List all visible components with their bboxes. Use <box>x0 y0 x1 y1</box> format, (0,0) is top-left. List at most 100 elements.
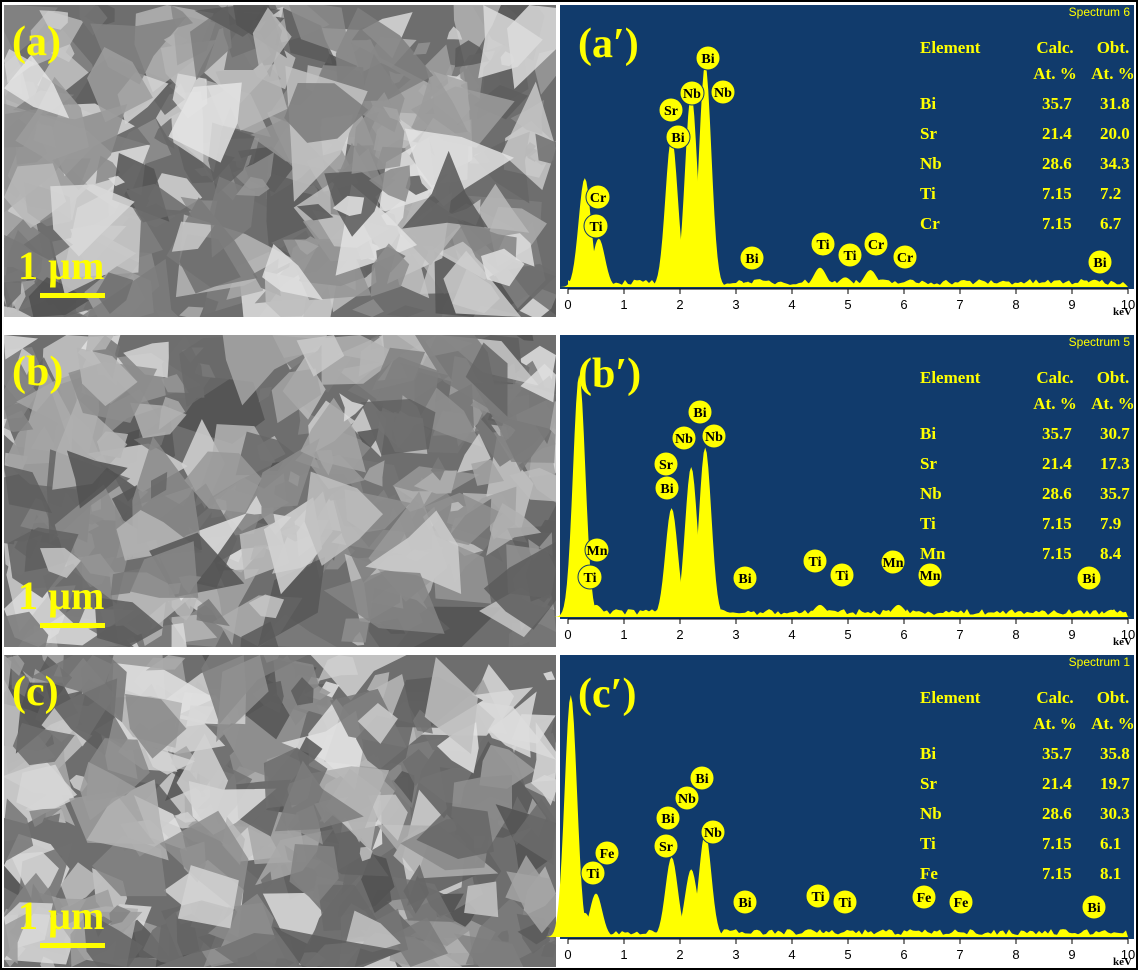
x-tick-label: 9 <box>1068 297 1075 312</box>
scale-bar <box>40 623 105 628</box>
sem-grain <box>176 733 229 831</box>
sem-grain <box>481 248 525 287</box>
spectrum-peak <box>873 604 924 617</box>
eds-background <box>560 655 1134 967</box>
sem-grain <box>177 865 239 929</box>
table-subheader: At. % <box>1091 394 1134 413</box>
table-subheader: At. % <box>1033 64 1076 83</box>
sem-grain <box>365 510 462 594</box>
spectrum-peak <box>680 64 730 287</box>
table-cell: 30.7 <box>1100 424 1130 443</box>
table-cell: 20.0 <box>1100 124 1130 143</box>
x-tick-label: 7 <box>956 947 963 962</box>
sem-grain <box>357 703 398 744</box>
sem-grain <box>4 54 70 119</box>
peak-label-badge <box>917 562 943 588</box>
panel-label: (b′) <box>578 351 641 397</box>
table-cell: 35.7 <box>1042 424 1072 443</box>
sem-grain <box>83 909 144 967</box>
sem-grain <box>236 176 270 197</box>
sem-grain <box>464 881 499 918</box>
sem-grain <box>125 183 192 223</box>
peak-label-badge <box>1081 894 1107 920</box>
peak-label: Ti <box>812 890 825 905</box>
sem-grain <box>416 805 495 860</box>
sem-grain <box>368 165 411 202</box>
peak-label-badge <box>710 79 736 105</box>
spectrum-peak <box>646 857 697 937</box>
x-axis-label: keV <box>1113 636 1132 648</box>
sem-grain <box>289 5 351 57</box>
axis-area <box>560 289 1134 317</box>
sem-grain <box>511 798 556 865</box>
peak-label-badge <box>832 889 858 915</box>
spectrum-peak <box>560 912 610 937</box>
sem-grain <box>95 272 134 314</box>
sem-grain <box>7 527 79 598</box>
sem-grain <box>79 761 137 821</box>
sem-grain <box>359 846 373 862</box>
x-axis-label: keV <box>1113 956 1132 968</box>
peak-label-badge <box>739 245 765 271</box>
x-tick-label: 5 <box>844 297 851 312</box>
table-cell: Ti <box>920 514 936 533</box>
spectrum-peak <box>820 277 870 287</box>
spectrum-peak <box>722 282 772 287</box>
peak-label: Bi <box>661 812 674 827</box>
panel-label: (c′) <box>578 671 636 717</box>
peak-label: Fe <box>600 847 615 862</box>
sem-grain <box>54 484 132 604</box>
sem-grain <box>382 106 401 122</box>
sem-grain <box>87 46 153 123</box>
sem-grain <box>412 709 433 734</box>
peak-label: Ti <box>839 896 852 911</box>
peak-label-badge <box>577 564 603 590</box>
x-tick-label: 0 <box>564 297 571 312</box>
sem-grain <box>257 614 337 647</box>
peak-label: Bi <box>1087 901 1100 916</box>
x-tick-label: 6 <box>900 947 907 962</box>
table-cell: Cr <box>920 214 940 233</box>
x-tick-label: 5 <box>844 947 851 962</box>
spectrum-peak <box>571 604 621 617</box>
sem-grain <box>516 335 534 341</box>
peak-label: Nb <box>705 430 723 445</box>
table-cell: 28.6 <box>1042 154 1072 173</box>
sem-grain <box>196 598 230 627</box>
peak-label: Ti <box>590 220 603 235</box>
table-subheader: At. % <box>1033 714 1076 733</box>
sem-grain <box>450 501 464 512</box>
sem-grain <box>391 410 416 449</box>
peak-label: Ti <box>836 569 849 584</box>
peak-label: Bi <box>738 896 751 911</box>
peak-label-badge <box>654 475 680 501</box>
sem-grain <box>404 128 515 207</box>
peak-label: Nb <box>678 792 696 807</box>
sem-grain <box>520 363 556 403</box>
sem-grain <box>248 594 285 619</box>
table-cell: 7.15 <box>1042 514 1072 533</box>
peak-label: Fe <box>954 896 969 911</box>
peak-label: Bi <box>738 572 751 587</box>
peak-label-badge <box>585 184 611 210</box>
peak-label-badge <box>810 231 836 257</box>
sem-grain <box>39 10 68 30</box>
sem-grain <box>66 450 128 509</box>
peak-label-badge <box>674 785 700 811</box>
sem-grain <box>465 342 508 417</box>
sem-grain <box>216 655 269 743</box>
sem-image <box>4 335 556 647</box>
x-tick-label: 10 <box>1121 947 1135 962</box>
table-cell: 17.3 <box>1100 454 1130 473</box>
spectrum-peak <box>560 178 610 287</box>
sem-grain <box>4 234 43 283</box>
sem-image <box>4 655 556 967</box>
x-tick-label: 7 <box>956 297 963 312</box>
sem-grain <box>296 335 345 377</box>
sem-grain <box>4 611 49 647</box>
table-cell: 35.7 <box>1100 484 1130 503</box>
spectrum-peak <box>546 695 596 937</box>
table-header: Element <box>920 688 981 707</box>
sem-grain <box>497 930 509 942</box>
